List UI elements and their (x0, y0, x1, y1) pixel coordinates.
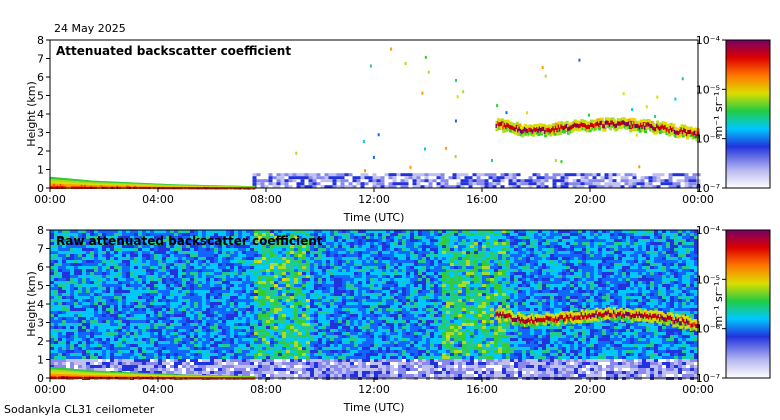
colorbar (725, 229, 771, 379)
x-tick-label: 12:00 (358, 193, 390, 206)
y-tick-label: 4 (37, 298, 44, 311)
colorbar-tick-label: 10⁻⁵ (696, 83, 720, 96)
y-axis-label: Height (km) (25, 271, 38, 337)
y-tick-label: 8 (37, 224, 44, 237)
x-axis-label: Time (UTC) (343, 211, 405, 224)
colorbar-tick-label: 10⁻⁷ (696, 182, 720, 195)
x-tick-label: 00:00 (682, 193, 714, 206)
y-tick-label: 3 (37, 127, 44, 140)
x-tick-label: 20:00 (574, 193, 606, 206)
y-tick-label: 0 (37, 372, 44, 385)
panel-raw-attenuated-backscatter: Raw attenuated backscatter coefficient00… (25, 224, 771, 414)
x-tick-label: 12:00 (358, 383, 390, 396)
colorbar-tick-label: 10⁻⁶ (696, 133, 721, 146)
colorbar-unit-label: m⁻¹ sr⁻¹ (712, 282, 725, 327)
colorbar-unit-label: m⁻¹ sr⁻¹ (712, 92, 725, 137)
y-tick-label: 4 (37, 108, 44, 121)
colorbar-tick-label: 10⁻⁴ (696, 34, 721, 47)
x-tick-label: 00:00 (34, 193, 66, 206)
y-tick-label: 3 (37, 317, 44, 330)
x-tick-label: 16:00 (466, 193, 498, 206)
colorbar-tick-label: 10⁻⁷ (696, 372, 720, 385)
x-tick-label: 16:00 (466, 383, 498, 396)
x-axis-label: Time (UTC) (343, 401, 405, 414)
x-tick-label: 04:00 (142, 193, 174, 206)
x-tick-label: 04:00 (142, 383, 174, 396)
y-tick-label: 2 (37, 335, 44, 348)
x-tick-label: 00:00 (34, 383, 66, 396)
plot-area (50, 40, 698, 188)
x-tick-label: 20:00 (574, 383, 606, 396)
colorbar-tick-label: 10⁻⁶ (696, 323, 721, 336)
colorbar-tick-label: 10⁻⁴ (696, 224, 721, 237)
y-tick-label: 5 (37, 280, 44, 293)
panel-title: Raw attenuated backscatter coefficient (56, 234, 323, 248)
y-tick-label: 7 (37, 53, 44, 66)
x-tick-label: 00:00 (682, 383, 714, 396)
backscatter-field (50, 230, 700, 380)
y-tick-label: 2 (37, 145, 44, 158)
y-tick-label: 6 (37, 261, 44, 274)
footer-label: Sodankyla CL31 ceilometer (4, 403, 155, 416)
y-tick-label: 7 (37, 243, 44, 256)
y-tick-label: 5 (37, 90, 44, 103)
y-tick-label: 6 (37, 71, 44, 84)
y-axis-label: Height (km) (25, 81, 38, 147)
y-tick-label: 0 (37, 182, 44, 195)
x-tick-label: 08:00 (250, 193, 282, 206)
date-label: 24 May 2025 (54, 22, 126, 35)
y-tick-label: 1 (37, 354, 44, 367)
panel-title: Attenuated backscatter coefficient (56, 44, 291, 58)
colorbar-tick-label: 10⁻⁵ (696, 273, 720, 286)
colorbar (725, 39, 771, 189)
y-tick-label: 1 (37, 164, 44, 177)
y-tick-label: 8 (37, 34, 44, 47)
x-tick-label: 08:00 (250, 383, 282, 396)
